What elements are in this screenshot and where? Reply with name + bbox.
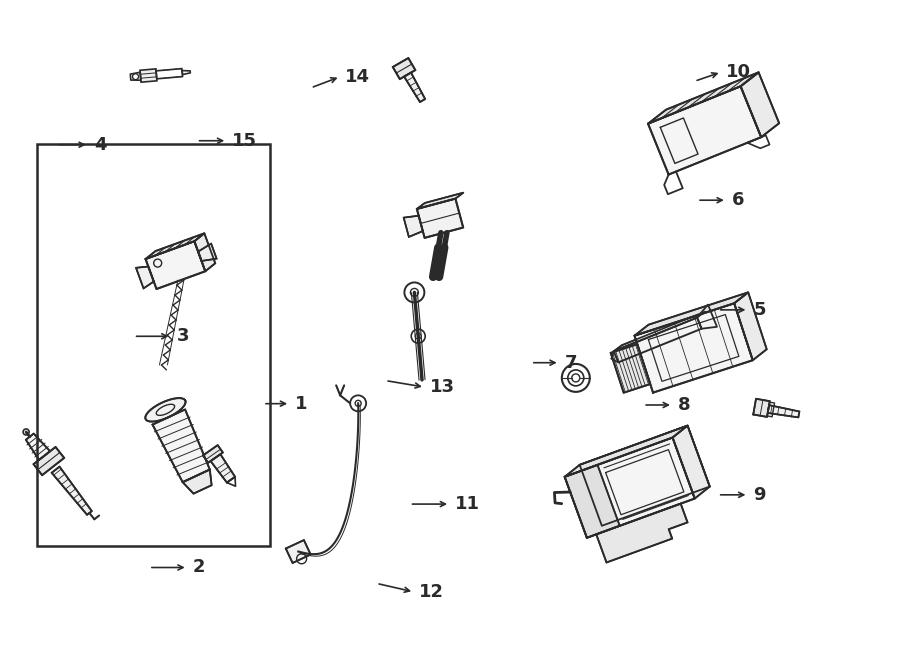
Polygon shape — [672, 426, 710, 498]
Text: 9: 9 — [753, 486, 766, 504]
Polygon shape — [753, 399, 770, 417]
Text: 7: 7 — [564, 354, 577, 371]
Polygon shape — [404, 73, 425, 102]
Polygon shape — [597, 504, 688, 563]
Polygon shape — [417, 193, 464, 209]
Polygon shape — [614, 318, 702, 362]
Text: 5: 5 — [753, 301, 766, 319]
Polygon shape — [146, 241, 205, 289]
Text: 8: 8 — [678, 396, 690, 414]
Polygon shape — [564, 438, 695, 538]
Polygon shape — [136, 267, 154, 289]
Polygon shape — [634, 303, 752, 393]
Text: 15: 15 — [232, 132, 257, 150]
Polygon shape — [698, 305, 717, 329]
Text: 6: 6 — [732, 191, 744, 209]
Polygon shape — [286, 540, 310, 563]
Text: 2: 2 — [193, 559, 205, 577]
Polygon shape — [152, 410, 210, 482]
Polygon shape — [140, 69, 157, 82]
Polygon shape — [564, 426, 688, 477]
Text: 14: 14 — [346, 68, 371, 85]
Polygon shape — [614, 312, 705, 352]
Polygon shape — [203, 445, 223, 463]
Polygon shape — [146, 233, 204, 259]
Polygon shape — [145, 398, 185, 422]
Text: 13: 13 — [430, 378, 454, 396]
Polygon shape — [611, 344, 650, 393]
Text: 11: 11 — [455, 495, 480, 513]
Polygon shape — [580, 426, 710, 526]
Text: 10: 10 — [726, 63, 752, 81]
Polygon shape — [198, 244, 217, 261]
Polygon shape — [51, 467, 92, 515]
Bar — [37, 144, 270, 545]
Polygon shape — [33, 447, 64, 475]
Polygon shape — [211, 454, 235, 483]
Text: 1: 1 — [295, 395, 308, 412]
Polygon shape — [564, 465, 620, 538]
Polygon shape — [768, 405, 799, 417]
Text: 12: 12 — [419, 583, 444, 601]
Polygon shape — [417, 199, 464, 238]
Polygon shape — [648, 86, 761, 175]
Polygon shape — [404, 216, 423, 237]
Text: 4: 4 — [94, 136, 106, 154]
Polygon shape — [194, 233, 215, 271]
Polygon shape — [392, 58, 415, 79]
Polygon shape — [648, 72, 759, 124]
Polygon shape — [741, 72, 779, 137]
Polygon shape — [734, 293, 767, 360]
Polygon shape — [183, 469, 212, 494]
Text: 3: 3 — [176, 327, 189, 346]
Polygon shape — [26, 434, 50, 460]
Polygon shape — [634, 293, 748, 336]
